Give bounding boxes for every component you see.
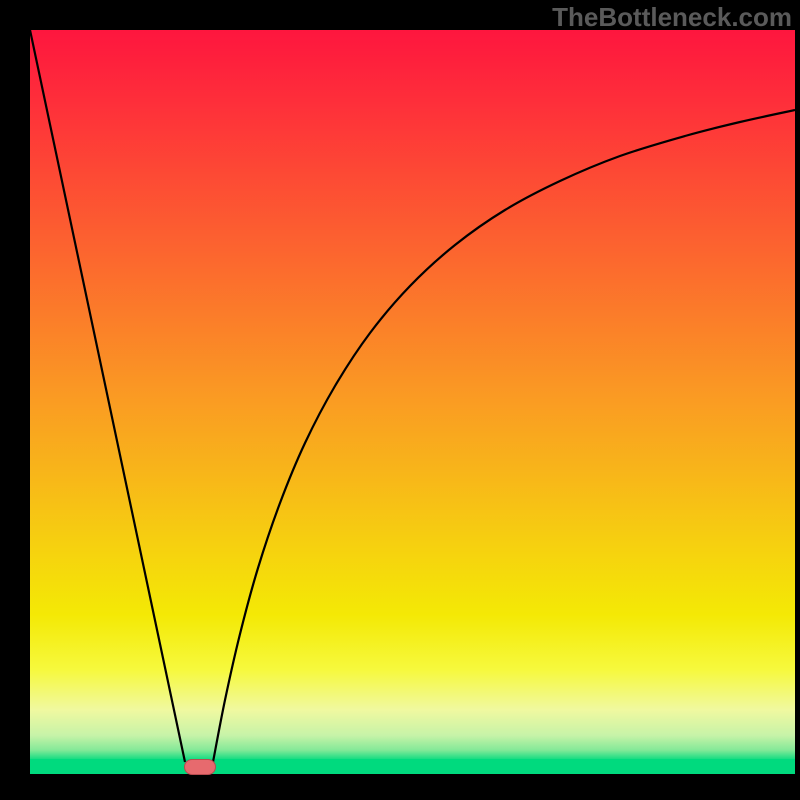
curve-right-branch [213,110,795,762]
curve-layer [30,30,795,774]
curve-left-branch [30,30,185,762]
watermark-text: TheBottleneck.com [552,2,792,33]
plot-area [30,30,795,774]
chart-container: { "canvas": { "width": 800, "height": 80… [0,0,800,800]
minimum-marker [184,759,216,775]
